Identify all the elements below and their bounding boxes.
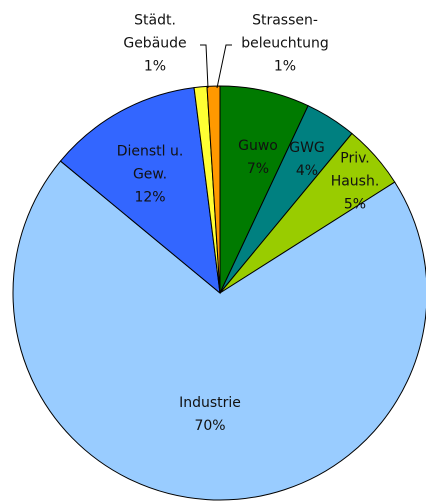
- pie-slice: [59, 87, 221, 295]
- value-label: 1%: [143, 58, 167, 75]
- slice-label: Dienstl u. Gew. 12%: [105, 141, 195, 210]
- slice-label: GWG 4%: [287, 137, 327, 183]
- slice-label: Städt. Gebäude 1%: [110, 10, 200, 79]
- category-label: Priv. Haush.: [330, 150, 380, 190]
- leader-line: [216, 44, 232, 89]
- value-label: 5%: [343, 196, 367, 213]
- category-label: Städt. Gebäude: [123, 12, 187, 52]
- pie-slice: [12, 160, 426, 501]
- leader-line: [200, 44, 209, 89]
- category-label: Industrie: [179, 395, 241, 411]
- category-label: GWG: [289, 140, 325, 156]
- slice-label: Guwo 7%: [233, 135, 283, 181]
- slice-label: Industrie 70%: [165, 392, 255, 438]
- slice-label: Strassen-beleuchtung 1%: [230, 10, 340, 79]
- value-label: 4%: [295, 163, 319, 179]
- category-label: Strassen-beleuchtung: [241, 12, 329, 52]
- value-label: 70%: [194, 418, 226, 434]
- slice-label: Priv. Haush. 5%: [330, 148, 380, 217]
- value-label: 7%: [246, 161, 270, 177]
- value-label: 1%: [273, 58, 297, 75]
- category-label: Dienstl u. Gew.: [116, 143, 184, 183]
- value-label: 12%: [134, 189, 166, 206]
- pie-slice: [206, 85, 221, 294]
- category-label: Guwo: [238, 138, 278, 154]
